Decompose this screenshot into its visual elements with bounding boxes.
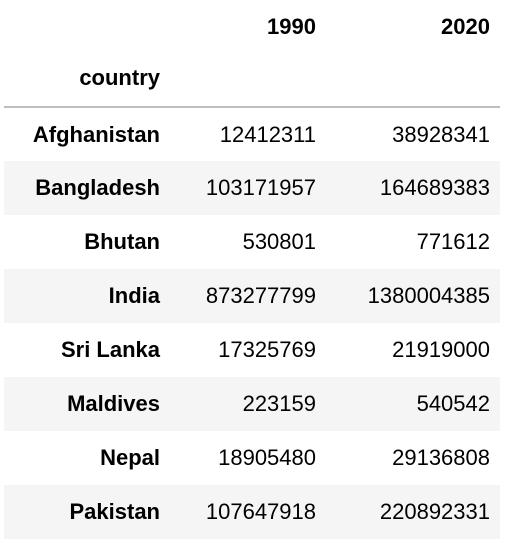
- table-row: Maldives 223159 540542: [4, 377, 500, 431]
- header-blank-cell: [4, 0, 170, 50]
- table-row: Pakistan 107647918 220892331: [4, 485, 500, 539]
- cell-1990: 17325769: [218, 337, 316, 362]
- cell-2020: 164689383: [379, 175, 490, 200]
- table-row: Bangladesh 103171957 164689383: [4, 161, 500, 215]
- cell-2020: 220892331: [379, 499, 490, 524]
- row-label: Bangladesh: [35, 175, 160, 200]
- row-label: Maldives: [67, 391, 160, 416]
- table-row: Sri Lanka 17325769 21919000: [4, 323, 500, 377]
- column-header-1990: 1990: [267, 14, 316, 39]
- column-header-row: 1990 2020: [4, 0, 500, 50]
- row-label: India: [108, 283, 160, 308]
- row-label: Nepal: [100, 445, 160, 470]
- cell-2020: 29136808: [392, 445, 490, 470]
- cell-1990: 12412311: [219, 121, 316, 147]
- row-label: Pakistan: [69, 499, 161, 524]
- cell-2020: 771612: [416, 229, 490, 254]
- row-label: Sri Lanka: [60, 337, 160, 362]
- index-name-blank-cell: [170, 50, 326, 107]
- cell-1990: 107647918: [205, 499, 316, 524]
- table-row: Bhutan 530801 771612: [4, 215, 500, 269]
- table-header: 1990 2020 country: [4, 0, 500, 107]
- cell-1990: 223159: [242, 391, 316, 416]
- index-name-blank-cell: [326, 50, 500, 107]
- cell-2020: 1380004385: [367, 283, 490, 308]
- index-name-row: country: [4, 50, 500, 107]
- table-body: Afghanistan 12412311 38928341 Bangladesh…: [4, 107, 500, 539]
- table-row: India 873277799 1380004385: [4, 269, 500, 323]
- population-table: 1990 2020 country Afghanistan 12412311 3…: [4, 0, 500, 539]
- cell-1990: 530801: [242, 229, 316, 254]
- row-label: Bhutan: [84, 229, 160, 254]
- cell-2020: 38928341: [392, 121, 490, 147]
- cell-1990: 873277799: [205, 283, 316, 308]
- index-name-header: country: [79, 65, 160, 90]
- cell-2020: 21919000: [392, 337, 490, 362]
- cell-1990: 103171957: [205, 175, 316, 200]
- table-row: Afghanistan 12412311 38928341: [4, 107, 500, 161]
- cell-1990: 18905480: [218, 445, 316, 470]
- table-row: Nepal 18905480 29136808: [4, 431, 500, 485]
- row-label: Afghanistan: [32, 121, 160, 147]
- column-header-2020: 2020: [441, 14, 490, 39]
- cell-2020: 540542: [416, 391, 490, 416]
